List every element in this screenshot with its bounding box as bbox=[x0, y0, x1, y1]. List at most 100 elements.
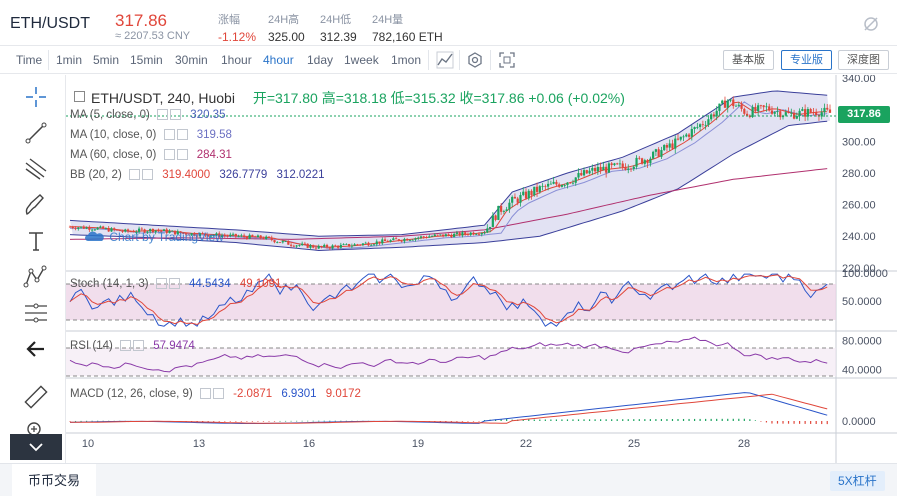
candle-body bbox=[298, 245, 301, 246]
candle-body bbox=[591, 168, 594, 171]
chart-style-icon[interactable] bbox=[436, 51, 454, 69]
candle-body bbox=[690, 129, 693, 137]
candle-body bbox=[602, 166, 605, 171]
legend-buttons[interactable] bbox=[163, 149, 190, 161]
price-cny: ≈ 2207.53 CNY bbox=[115, 30, 191, 42]
candle-body bbox=[779, 111, 782, 118]
candle-body bbox=[552, 181, 555, 184]
candle-body bbox=[422, 236, 425, 238]
cloud-icon bbox=[85, 231, 104, 241]
interval-1day[interactable]: 1day bbox=[307, 53, 334, 67]
rsi-tick-label: 80.0000 bbox=[842, 335, 882, 347]
pitchfork-icon[interactable] bbox=[22, 155, 50, 183]
candle-body bbox=[419, 236, 423, 238]
candle-body bbox=[314, 247, 318, 249]
depth-chart-button[interactable]: 深度图 bbox=[838, 50, 889, 70]
candle-body bbox=[204, 233, 207, 236]
macd-bar bbox=[688, 418, 690, 421]
interval-1week[interactable]: 1week bbox=[344, 53, 379, 67]
basic-version-button[interactable]: 基本版 bbox=[723, 50, 774, 70]
candle-body bbox=[707, 119, 710, 125]
leverage-button[interactable]: 5X杠杆 bbox=[830, 471, 885, 491]
back-arrow-icon[interactable] bbox=[22, 335, 50, 363]
candle-body bbox=[126, 229, 130, 232]
chart-canvas[interactable]: 340.00320.00300.00280.00260.00240.00220.… bbox=[66, 73, 897, 463]
candlestick-series bbox=[68, 96, 832, 251]
legend-buttons[interactable] bbox=[199, 388, 226, 400]
candle-body bbox=[535, 186, 539, 192]
candle-body bbox=[660, 150, 663, 157]
candle-body bbox=[674, 138, 677, 149]
stoch-k-line bbox=[69, 273, 828, 327]
stat-high-label: 24H高 bbox=[268, 14, 300, 26]
candle-body bbox=[823, 107, 826, 113]
text-tool-icon[interactable] bbox=[22, 227, 50, 255]
candle-body bbox=[682, 136, 685, 138]
candle-body bbox=[386, 240, 389, 242]
macd-bar bbox=[279, 420, 281, 422]
macd-bar bbox=[821, 421, 823, 425]
candle-body bbox=[173, 230, 177, 235]
divider bbox=[48, 50, 49, 70]
crosshair-icon[interactable] bbox=[22, 83, 50, 111]
interval-5min[interactable]: 5min bbox=[93, 53, 120, 67]
candle-body bbox=[292, 245, 295, 247]
stat-low-label: 24H低 bbox=[320, 14, 352, 26]
interval-1min[interactable]: 1min bbox=[56, 53, 83, 67]
legend-buttons[interactable] bbox=[157, 109, 183, 121]
bb-lower-value: 312.0221 bbox=[276, 169, 325, 182]
macd-bar bbox=[240, 421, 242, 422]
ruler-icon[interactable] bbox=[22, 383, 50, 411]
macd-bar bbox=[522, 419, 524, 421]
bb-basis-value: 319.4000 bbox=[162, 169, 211, 182]
hide-eye-icon[interactable] bbox=[862, 15, 880, 33]
candle-body bbox=[295, 245, 298, 247]
candle-body bbox=[798, 110, 801, 117]
trend-line-icon[interactable] bbox=[22, 119, 50, 147]
macd-bar bbox=[74, 420, 77, 422]
time-label[interactable]: Time bbox=[16, 53, 43, 67]
candle-body bbox=[754, 106, 757, 112]
brush-icon[interactable] bbox=[22, 191, 50, 219]
pattern-icon[interactable] bbox=[22, 263, 50, 291]
legend-buttons[interactable] bbox=[120, 340, 146, 352]
chart-area[interactable]: 340.00320.00300.00280.00260.00240.00220.… bbox=[66, 73, 897, 463]
candle-body bbox=[787, 112, 790, 114]
legend-buttons[interactable] bbox=[163, 129, 190, 141]
candle-body bbox=[265, 236, 268, 239]
interval-1hour[interactable]: 1hour bbox=[221, 53, 252, 67]
candle-body bbox=[157, 230, 160, 232]
pro-version-button[interactable]: 专业版 bbox=[781, 50, 832, 70]
interval-30min[interactable]: 30min bbox=[175, 53, 208, 67]
candle-body bbox=[519, 195, 522, 203]
macd-bar bbox=[69, 421, 71, 422]
interval-4hour[interactable]: 4hour bbox=[263, 53, 294, 67]
candle-body bbox=[248, 234, 251, 239]
candle-body bbox=[124, 229, 127, 232]
price-tick-label: 220.00 bbox=[842, 263, 876, 275]
interval-15min[interactable]: 15min bbox=[130, 53, 163, 67]
macd-bar bbox=[207, 421, 209, 422]
spot-trading-tab[interactable]: 币币交易 bbox=[12, 464, 97, 496]
fullscreen-icon[interactable] bbox=[498, 51, 516, 69]
candle-body bbox=[220, 235, 224, 237]
candle-body bbox=[251, 234, 254, 237]
macd-bar bbox=[472, 421, 475, 422]
macd-bar bbox=[284, 420, 287, 422]
candle-body bbox=[118, 229, 121, 232]
candle-body bbox=[102, 226, 105, 229]
interval-toolbar: Time 1min 5min 15min 30min 1hour 4hour 1… bbox=[0, 47, 897, 74]
candle-body bbox=[207, 235, 210, 237]
interval-1mon[interactable]: 1mon bbox=[391, 53, 422, 67]
stat-change-label: 涨幅 bbox=[218, 14, 240, 26]
macd-bar bbox=[533, 419, 535, 421]
legend-buttons[interactable] bbox=[128, 169, 155, 181]
candle-body bbox=[278, 242, 282, 243]
settings-icon[interactable] bbox=[466, 51, 484, 69]
candle-body bbox=[171, 230, 174, 232]
legend-buttons[interactable] bbox=[155, 278, 182, 290]
legend-collapse-icon[interactable] bbox=[74, 91, 85, 102]
fib-retracement-icon[interactable] bbox=[22, 299, 50, 327]
candle-body bbox=[229, 234, 232, 237]
sidebar-collapse-button[interactable] bbox=[10, 434, 62, 460]
